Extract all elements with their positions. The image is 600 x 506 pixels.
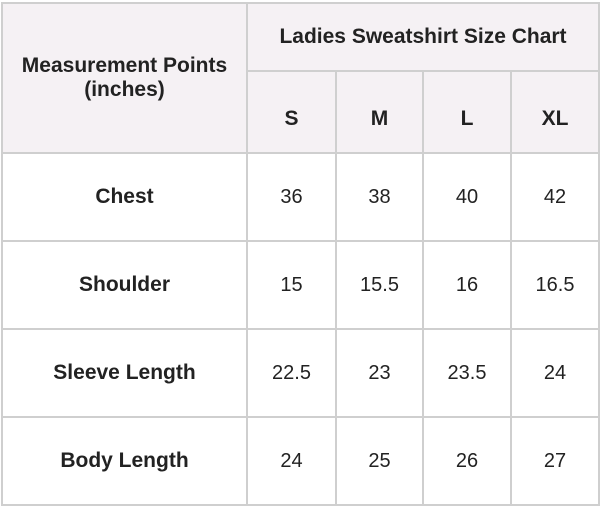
cell-value: 23.5	[422, 328, 512, 418]
cell-value: 36	[246, 152, 337, 242]
table-row: Sleeve Length 22.5 23 23.5 24	[1, 328, 600, 418]
cell-value: 24	[510, 328, 600, 418]
measurement-unit: (inches)	[84, 78, 165, 101]
size-header-s: S	[246, 70, 337, 154]
cell-value: 15	[246, 240, 337, 330]
row-label: Body Length	[1, 416, 248, 506]
row-label: Shoulder	[1, 240, 248, 330]
measurement-points-header: Measurement Points (inches)	[1, 2, 248, 154]
cell-value: 23	[335, 328, 424, 418]
table-row: Shoulder 15 15.5 16 16.5	[1, 240, 600, 330]
row-label: Sleeve Length	[1, 328, 248, 418]
cell-value: 16.5	[510, 240, 600, 330]
cell-value: 15.5	[335, 240, 424, 330]
cell-value: 25	[335, 416, 424, 506]
cell-value: 22.5	[246, 328, 337, 418]
cell-value: 40	[422, 152, 512, 242]
table-row: Body Length 24 25 26 27	[1, 416, 600, 506]
chart-title: Ladies Sweatshirt Size Chart	[246, 2, 600, 72]
cell-value: 42	[510, 152, 600, 242]
measurement-points-title: Measurement Points	[21, 54, 228, 77]
row-label: Chest	[1, 152, 248, 242]
size-header-xl: XL	[510, 70, 600, 154]
cell-value: 26	[422, 416, 512, 506]
size-header-l: L	[422, 70, 512, 154]
table-row: Chest 36 38 40 42	[1, 152, 600, 242]
cell-value: 27	[510, 416, 600, 506]
cell-value: 38	[335, 152, 424, 242]
cell-value: 16	[422, 240, 512, 330]
size-header-m: M	[335, 70, 424, 154]
cell-value: 24	[246, 416, 337, 506]
